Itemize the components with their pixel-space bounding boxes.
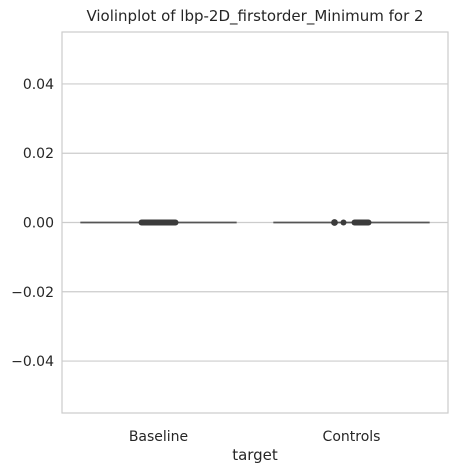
y-tick-label: −0.04 <box>11 354 54 370</box>
x-tick-label: Baseline <box>129 429 188 445</box>
chart-title: Violinplot of lbp-2D_firstorder_Minimum … <box>86 7 423 26</box>
x-tick-labels: Baseline Controls <box>129 429 381 445</box>
plot-frame <box>61 31 449 414</box>
y-tick-label: 0.04 <box>23 77 54 93</box>
x-tick-label: Controls <box>323 429 381 445</box>
violin-baseline <box>80 219 237 226</box>
violin-inner-point <box>331 219 338 226</box>
y-tick-label: 0.00 <box>23 216 54 232</box>
y-tick-label: 0.02 <box>23 146 54 162</box>
violin-controls <box>273 219 430 226</box>
violin-marks <box>80 219 430 226</box>
y-tick-label: −0.02 <box>11 285 54 301</box>
violin-inner-box <box>351 219 372 226</box>
y-tick-labels: −0.04 −0.02 0.00 0.02 0.04 <box>11 77 54 370</box>
violin-inner-box <box>138 219 179 226</box>
violin-inner-point <box>340 219 347 226</box>
x-axis-label: target <box>232 446 278 464</box>
